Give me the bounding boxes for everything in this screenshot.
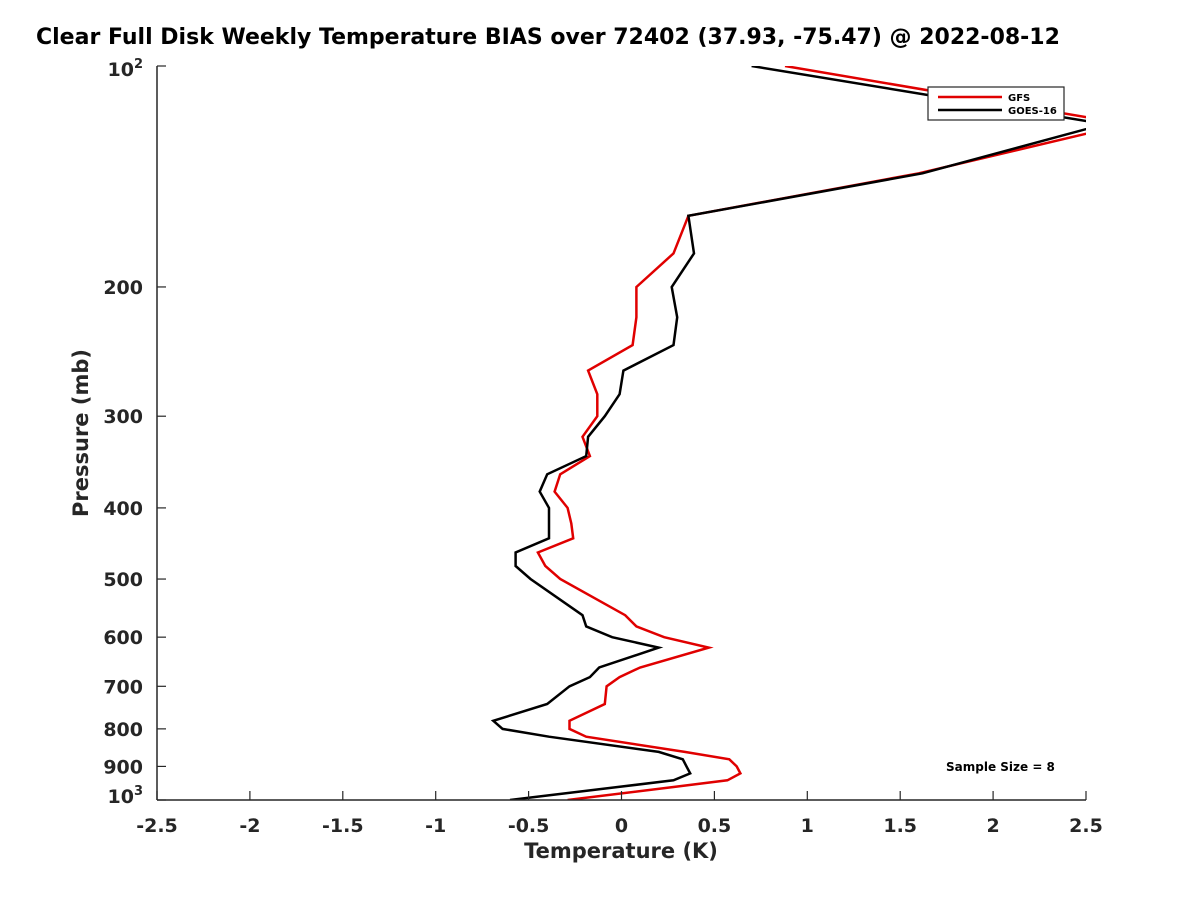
y-tick-label: 300 [103,406,143,428]
x-tick-label: 2 [986,815,999,837]
x-tick-label: -2 [239,815,260,837]
y-axis-label: Pressure (mb) [69,349,93,517]
x-tick-label: 0.5 [698,815,732,837]
series-layer [490,66,1086,800]
y-tick-label: 102 [108,57,144,81]
x-tick-label: -1 [425,815,446,837]
x-tick-label: 1 [801,815,814,837]
x-tick-label: -2.5 [136,815,178,837]
legend-label-gfs: GFS [1008,93,1030,104]
legend-box [927,86,1065,121]
series-line-goes-16 [490,66,1086,800]
legend: GFS GOES-16 [927,86,1065,121]
y-tick-label: 103 [108,784,144,808]
x-axis-label: Temperature (K) [524,839,718,863]
legend-label-goes16: GOES-16 [1008,106,1057,117]
y-tick-label: 800 [103,719,143,741]
x-tick-label: 0 [615,815,628,837]
y-tick-label: 900 [103,756,143,778]
sample-size-annotation: Sample Size = 8 [946,760,1055,774]
series-line-gfs [536,66,1086,800]
y-tick-label: 500 [103,569,143,591]
y-tick-label: 700 [103,676,143,698]
chart-title: Clear Full Disk Weekly Temperature BIAS … [36,25,1060,50]
x-tick-label: 2.5 [1069,815,1103,837]
y-tick-label: 600 [103,627,143,649]
x-tick-label: 1.5 [883,815,917,837]
y-tick-label: 400 [103,498,143,520]
y-tick-label: 200 [103,277,143,299]
x-tick-label: -1.5 [322,815,364,837]
x-tick-label: -0.5 [508,815,550,837]
axes: -2.5 -2 -1.5 -1 -0.5 0 0.5 1 1.5 2 2.5 102 200 300 400… [103,57,1103,837]
